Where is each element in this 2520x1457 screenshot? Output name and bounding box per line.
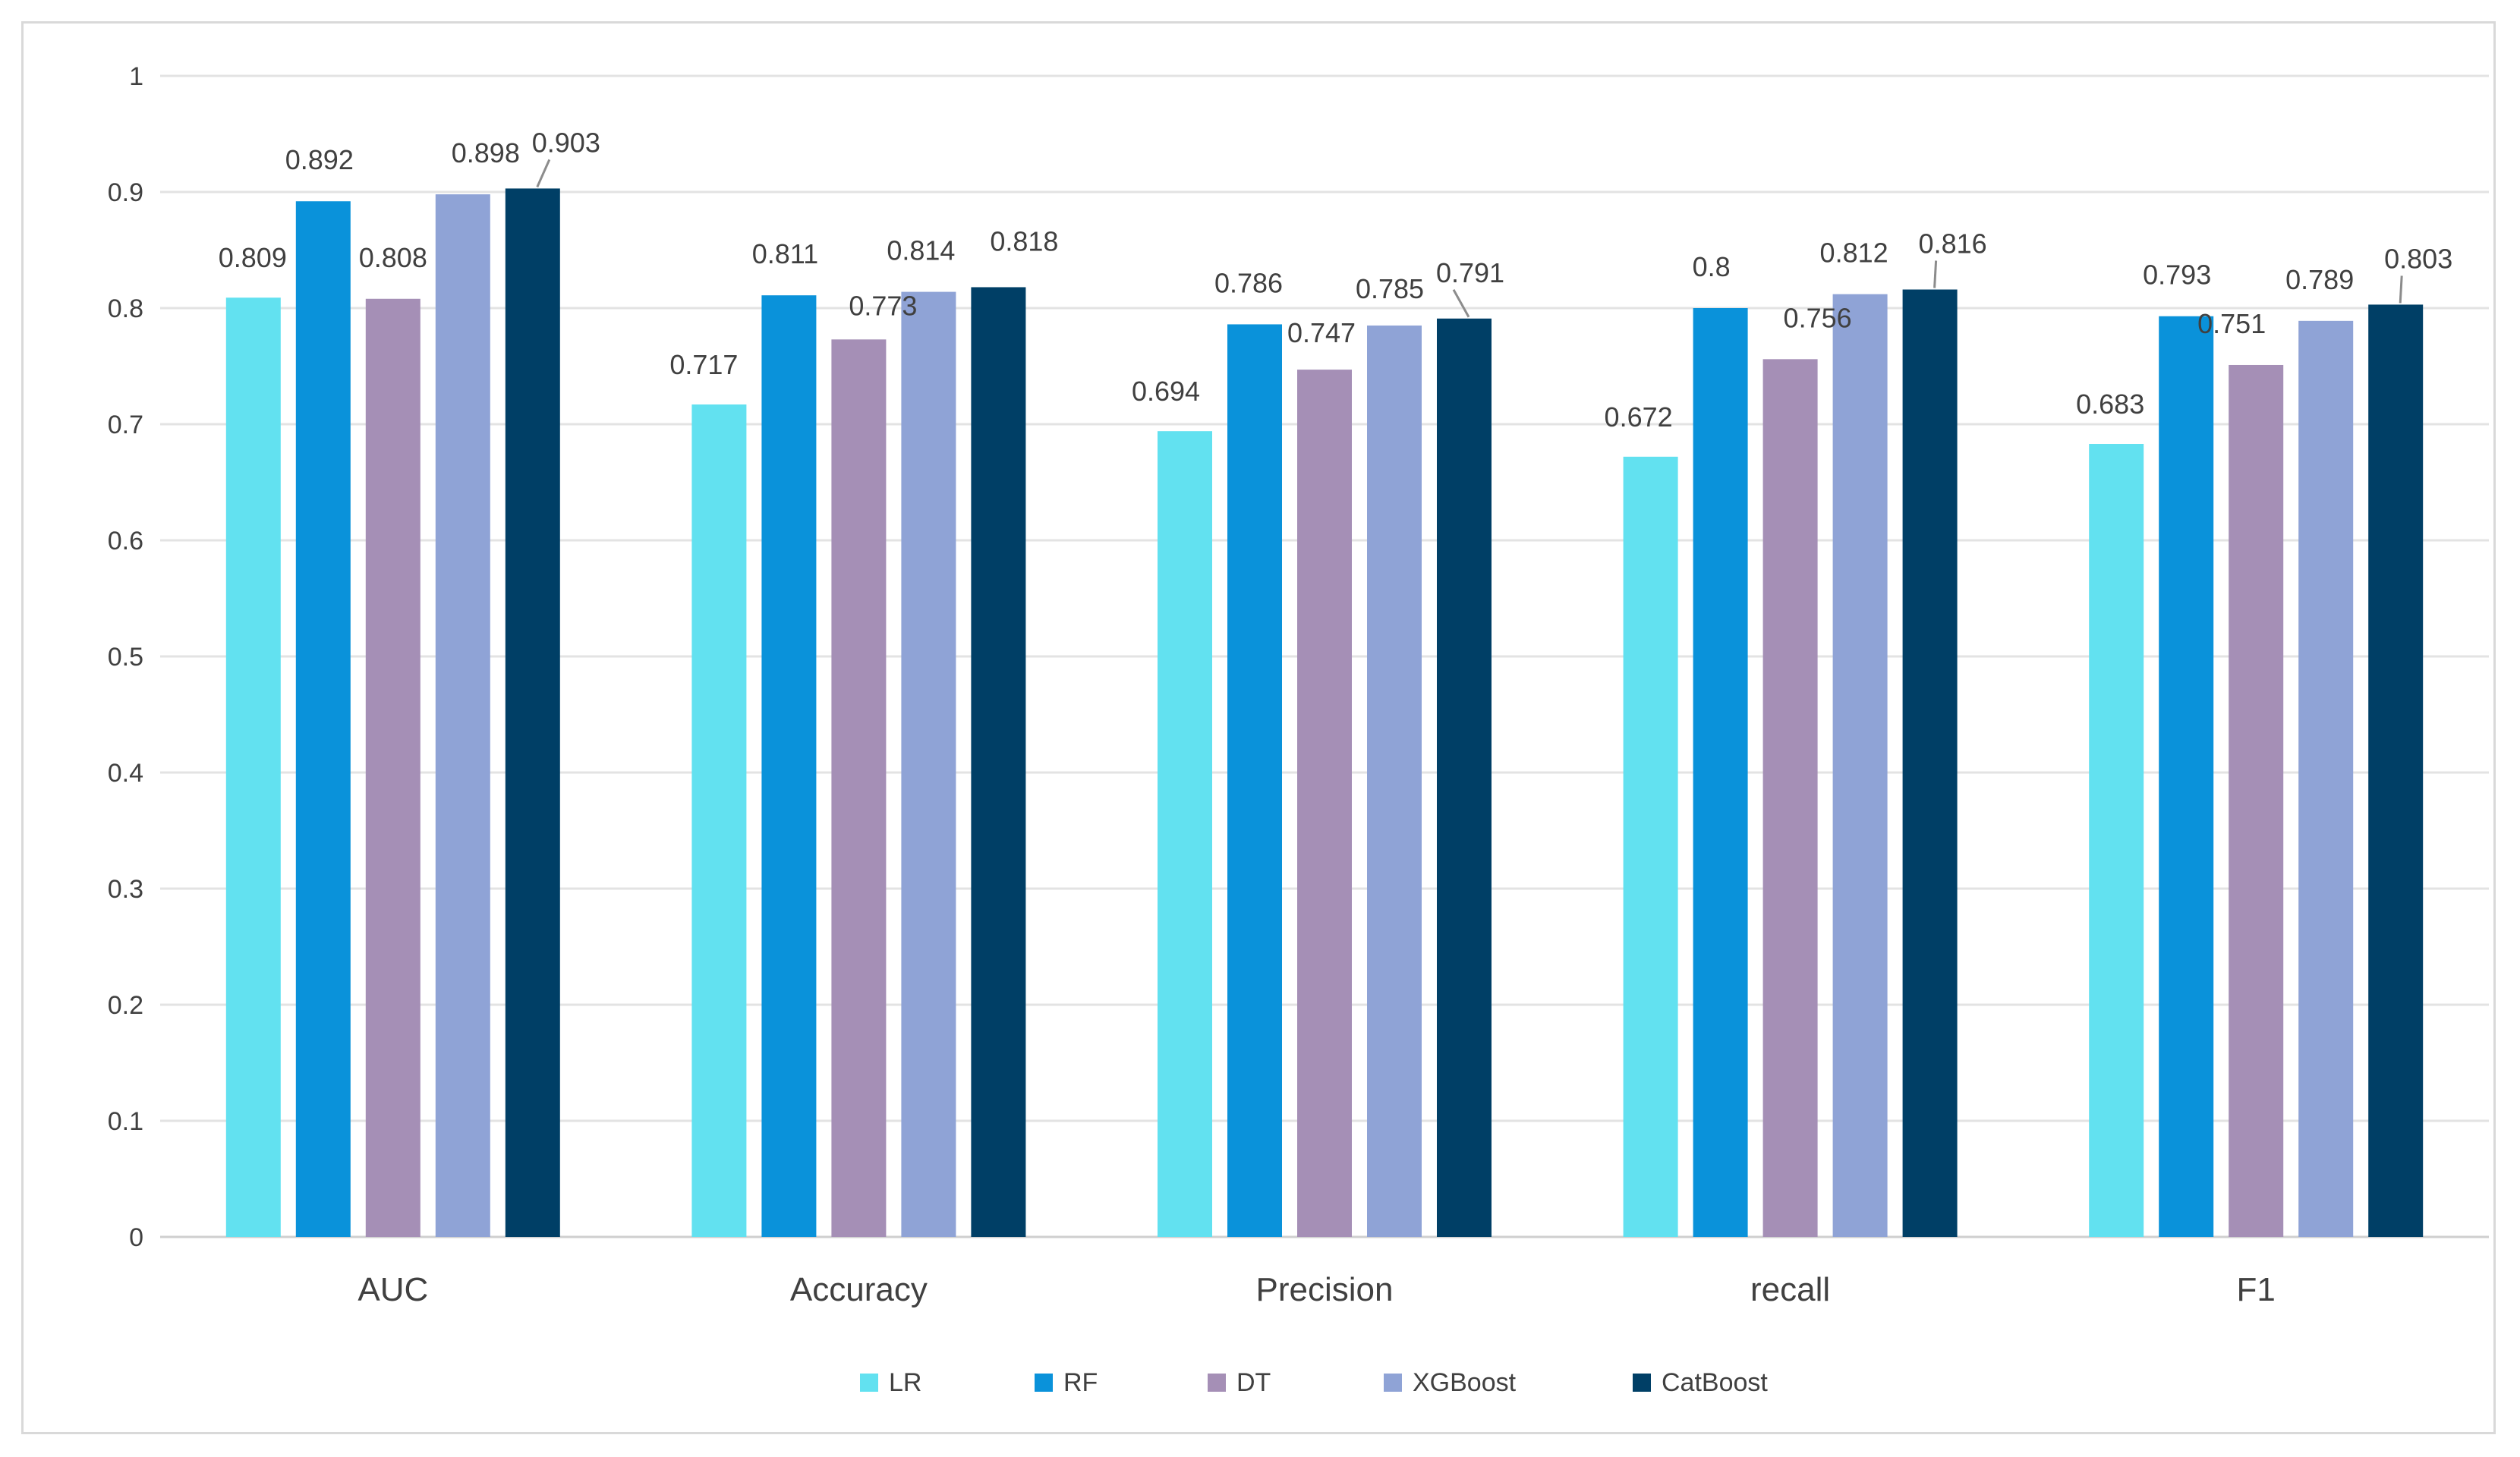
bars <box>225 188 2424 1238</box>
data-label: 0.803 <box>2384 243 2452 274</box>
bar-catboost-f1 <box>2368 304 2424 1237</box>
label-leader-line <box>536 159 551 188</box>
bar-xgboost-auc <box>435 194 490 1237</box>
legend-swatch-catboost <box>1633 1374 1651 1392</box>
label-leader-lines <box>536 159 2403 318</box>
data-label: 0.818 <box>990 225 1058 256</box>
bar-lr-recall <box>1623 456 1678 1237</box>
data-label: 0.793 <box>2143 260 2211 291</box>
bar-dt-accuracy <box>831 339 887 1237</box>
y-tick-label: 0.3 <box>108 875 143 904</box>
bar-xgboost-precision <box>1367 325 1422 1238</box>
legend-label-dt: DT <box>1236 1368 1271 1397</box>
data-label: 0.751 <box>2197 308 2266 339</box>
y-tick-label: 0.2 <box>108 991 143 1020</box>
bar-dt-recall <box>1762 359 1818 1237</box>
category-label: AUC <box>358 1271 428 1308</box>
data-label: 0.747 <box>1287 317 1356 348</box>
bar-catboost-auc <box>505 188 560 1237</box>
bar-catboost-accuracy <box>971 287 1026 1238</box>
bar-catboost-precision <box>1437 318 1492 1237</box>
y-tick-label: 0.9 <box>108 178 143 207</box>
data-label: 0.814 <box>887 235 955 266</box>
y-tick-label: 0.4 <box>108 759 143 788</box>
category-label: Precision <box>1256 1271 1394 1308</box>
y-tick-label: 0.8 <box>108 294 143 323</box>
legend-swatch-dt <box>1208 1374 1226 1392</box>
label-leader-line <box>1452 289 1470 318</box>
data-label: 0.717 <box>669 349 738 380</box>
data-label: 0.785 <box>1356 273 1424 304</box>
label-leader-line <box>1933 260 1938 288</box>
bar-rf-precision <box>1227 324 1282 1237</box>
legend-swatch-xgboost <box>1384 1374 1402 1392</box>
bar-lr-auc <box>225 297 281 1238</box>
category-label: recall <box>1750 1271 1830 1308</box>
legend-swatch-lr <box>860 1374 878 1392</box>
bar-catboost-recall <box>1902 289 1958 1237</box>
label-leader-line <box>2399 275 2403 304</box>
data-label: 0.773 <box>849 290 917 321</box>
legend-label-catboost: CatBoost <box>1662 1368 1768 1397</box>
y-tick-label: 0.7 <box>108 411 143 439</box>
legend-label-rf: RF <box>1063 1368 1098 1397</box>
data-label: 0.789 <box>2285 264 2354 295</box>
data-label: 0.791 <box>1436 257 1504 288</box>
data-label: 0.683 <box>2076 389 2144 420</box>
data-label: 0.898 <box>452 137 520 168</box>
legend: LR RF DT XGBoost CatBoost <box>860 1368 1768 1397</box>
data-label: 0.812 <box>1820 238 1888 269</box>
legend-label-xgboost: XGBoost <box>1413 1368 1517 1397</box>
data-label: 0.903 <box>532 127 600 158</box>
category-label: F1 <box>2237 1271 2276 1308</box>
data-label: 0.892 <box>285 144 354 175</box>
data-label: 0.786 <box>1214 267 1283 298</box>
y-tick-label: 1 <box>129 62 143 91</box>
data-label: 0.756 <box>1784 302 1852 333</box>
legend-swatch-rf <box>1035 1374 1053 1392</box>
bar-xgboost-recall <box>1832 294 1888 1237</box>
legend-label-lr: LR <box>889 1368 921 1397</box>
bar-rf-f1 <box>2159 316 2214 1238</box>
bar-xgboost-accuracy <box>901 291 956 1238</box>
y-tick-label: 0.6 <box>108 527 143 555</box>
bar-lr-f1 <box>2089 444 2144 1237</box>
data-label: 0.808 <box>359 242 427 273</box>
data-labels: 0.809 0.892 0.808 0.898 0.903 0.717 0.811 0.773… <box>219 127 2452 432</box>
bar-rf-accuracy <box>761 295 817 1237</box>
x-axis-categories: AUC Accuracy Precision recall F1 <box>358 1271 2276 1308</box>
data-label: 0.694 <box>1132 376 1200 407</box>
bar-dt-auc <box>365 298 421 1237</box>
y-tick-label: 0 <box>129 1223 143 1252</box>
chart-frame: 0 0.1 0.2 0.3 0.4 0.5 0.6 0.7 0.8 0.9 1 0.809 0.892… <box>21 21 2496 1434</box>
bar-rf-auc <box>295 201 351 1237</box>
bar-xgboost-f1 <box>2298 320 2354 1238</box>
bar-lr-accuracy <box>691 404 747 1237</box>
y-tick-label: 0.1 <box>108 1107 143 1136</box>
data-label: 0.809 <box>219 242 287 273</box>
category-label: Accuracy <box>790 1271 928 1308</box>
y-axis-ticks: 0 0.1 0.2 0.3 0.4 0.5 0.6 0.7 0.8 0.9 1 <box>108 62 143 1252</box>
bar-chart: 0 0.1 0.2 0.3 0.4 0.5 0.6 0.7 0.8 0.9 1 0.809 0.892… <box>108 62 2489 1397</box>
bar-lr-precision <box>1158 431 1212 1238</box>
bar-dt-precision <box>1297 370 1352 1238</box>
data-label: 0.811 <box>752 238 818 269</box>
data-label: 0.816 <box>1919 228 1987 260</box>
bar-rf-recall <box>1693 308 1748 1237</box>
bar-dt-f1 <box>2229 364 2284 1238</box>
y-tick-label: 0.5 <box>108 643 143 672</box>
data-label: 0.672 <box>1605 401 1673 433</box>
data-label: 0.8 <box>1693 251 1731 282</box>
